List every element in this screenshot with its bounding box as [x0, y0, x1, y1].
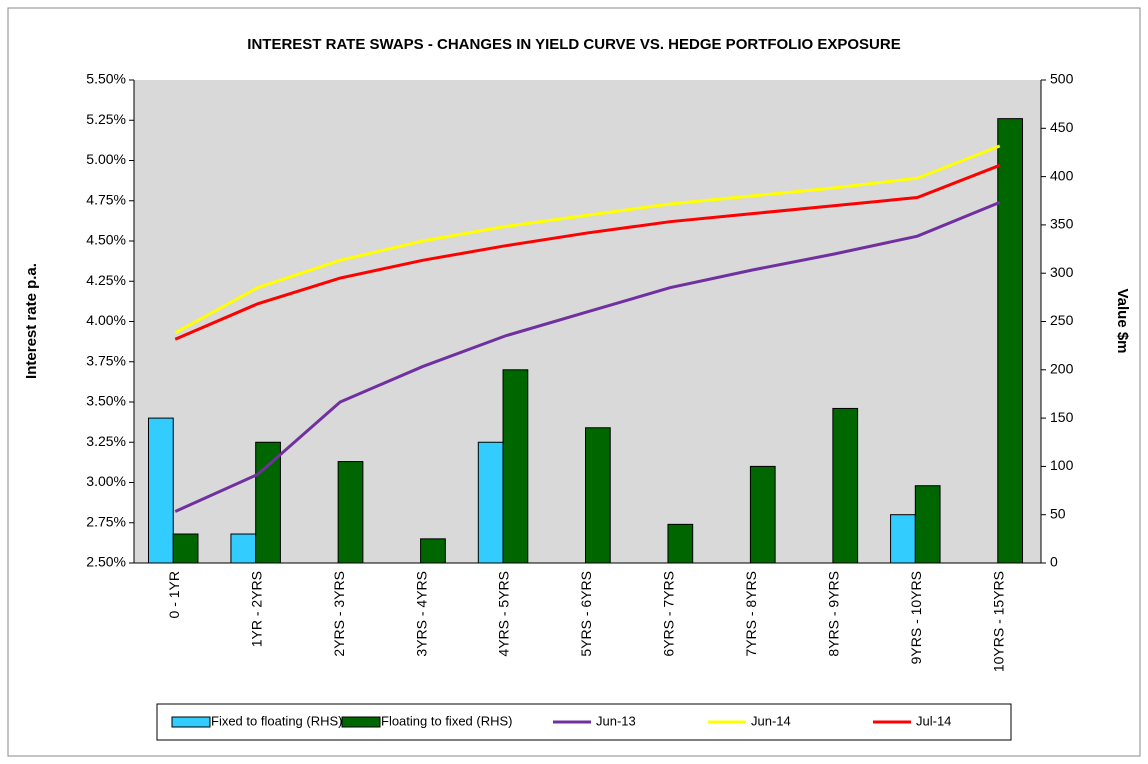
bar: [585, 427, 611, 564]
y-tick-label: 5.00%: [86, 151, 126, 167]
x-tick-label: 1YR - 2YRS: [248, 571, 264, 647]
x-tick-label: 9YRS - 10YRS: [908, 571, 924, 664]
legend-label: Floating to fixed (RHS): [381, 713, 513, 728]
bar: [172, 533, 199, 564]
y2-tick-label: 50: [1050, 505, 1066, 521]
bar: [477, 441, 504, 564]
y2-tick-label: 0: [1050, 554, 1058, 570]
chart-title: INTEREST RATE SWAPS - CHANGES IN YIELD C…: [247, 36, 900, 53]
bar: [749, 465, 776, 564]
y2-tick-label: 100: [1050, 457, 1074, 473]
bar: [667, 523, 694, 564]
y2-tick-label: 350: [1050, 216, 1074, 232]
y-axis-title: Interest rate p.a.: [23, 263, 40, 379]
legend-label: Fixed to floating (RHS): [211, 713, 343, 728]
y-tick-label: 4.25%: [86, 272, 126, 288]
y2-tick-label: 500: [1050, 71, 1074, 87]
y2-tick-label: 400: [1050, 167, 1074, 183]
y2-tick-label: 300: [1050, 264, 1074, 280]
y2-axis-title: Value $m: [1114, 288, 1131, 353]
bar: [230, 533, 257, 564]
y2-tick-label: 200: [1050, 361, 1074, 377]
y-tick-label: 3.00%: [86, 473, 126, 489]
legend-swatch: [341, 716, 381, 728]
legend-label: Jul-14: [916, 713, 951, 728]
x-tick-label: 0 - 1YR: [166, 571, 182, 618]
bar: [832, 407, 859, 564]
y-tick-label: 3.25%: [86, 433, 126, 449]
line: [174, 144, 1001, 335]
bar: [914, 485, 941, 564]
y-tick-label: 2.75%: [86, 513, 126, 529]
x-tick-label: 8YRS - 9YRS: [826, 571, 842, 657]
y-tick-label: 4.00%: [86, 312, 126, 328]
y2-tick-label: 450: [1050, 119, 1074, 135]
bar: [890, 514, 916, 564]
y2-tick-label: 150: [1050, 409, 1074, 425]
legend-label: Jun-13: [596, 713, 636, 728]
x-tick-label: 3YRS - 4YRS: [413, 571, 429, 657]
bar: [502, 369, 529, 564]
x-tick-label: 7YRS - 8YRS: [743, 571, 759, 657]
y2-tick-label: 250: [1050, 312, 1074, 328]
bar: [420, 538, 446, 564]
bar: [147, 417, 174, 564]
y-tick-label: 5.50%: [86, 71, 126, 87]
y-tick-label: 4.50%: [86, 232, 126, 248]
y-tick-label: 4.75%: [86, 191, 126, 207]
legend-swatch: [171, 716, 211, 728]
bar: [255, 441, 281, 564]
bar: [997, 118, 1024, 564]
y-tick-label: 2.50%: [86, 554, 126, 570]
x-tick-label: 10YRS - 15YRS: [990, 571, 1006, 672]
x-tick-label: 5YRS - 6YRS: [578, 571, 594, 657]
y-tick-label: 3.50%: [86, 393, 126, 409]
bar: [337, 461, 364, 564]
line: [174, 163, 1001, 341]
y-tick-label: 5.25%: [86, 111, 126, 127]
x-tick-label: 6YRS - 7YRS: [661, 571, 677, 657]
x-tick-label: 2YRS - 3YRS: [331, 571, 347, 657]
line: [174, 200, 1001, 513]
legend-label: Jun-14: [751, 713, 791, 728]
x-tick-label: 4YRS - 5YRS: [496, 571, 512, 657]
y-tick-label: 3.75%: [86, 352, 126, 368]
